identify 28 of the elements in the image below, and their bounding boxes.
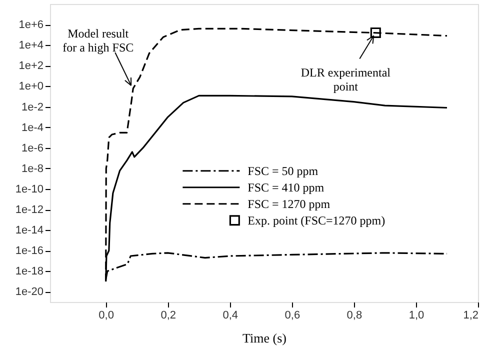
x-tick-label: 0,4 <box>222 310 238 322</box>
x-axis-title: Time (s) <box>242 330 286 346</box>
y-tick-label: 1e-12 <box>15 204 44 216</box>
y-tick-label: 1e-8 <box>21 162 44 175</box>
legend-label: FSC = 50 ppm <box>248 164 319 178</box>
y-tick-label: 1e-14 <box>15 224 44 237</box>
x-tick-label: 0,8 <box>346 310 362 322</box>
legend-label: FSC = 1270 ppm <box>248 196 331 211</box>
annotation: Model result for a high FSC <box>62 26 134 54</box>
x-tick-label: 1,2 <box>463 310 478 322</box>
y-tick-label: 1e-2 <box>21 101 44 114</box>
y-tick-label: 1e-6 <box>21 142 44 154</box>
x-tick-label: 0,2 <box>160 310 176 322</box>
legend-label: Exp. point (FSC=1270 ppm) <box>248 213 386 228</box>
x-tick-label: 1,0 <box>408 310 424 322</box>
y-tick-label: 1e+0 <box>18 80 44 93</box>
y-tick-label: 1e+4 <box>18 40 44 52</box>
annotation: DLR experimental point <box>300 66 392 94</box>
y-tick-label: 1e-20 <box>15 286 44 298</box>
y-tick-label: 1e+2 <box>18 60 44 72</box>
x-tick-label: 0,0 <box>98 310 114 322</box>
y-tick-label: 1e-4 <box>21 122 44 134</box>
legend-label: FSC = 410 ppm <box>248 180 325 194</box>
y-tick-label: 1e+6 <box>18 19 44 32</box>
y-tick-label: 1e-10 <box>15 183 44 196</box>
y-tick-label: 1e-18 <box>15 266 44 278</box>
y-tick-label: 1e-16 <box>15 245 44 258</box>
x-tick-label: 0,6 <box>284 310 300 322</box>
